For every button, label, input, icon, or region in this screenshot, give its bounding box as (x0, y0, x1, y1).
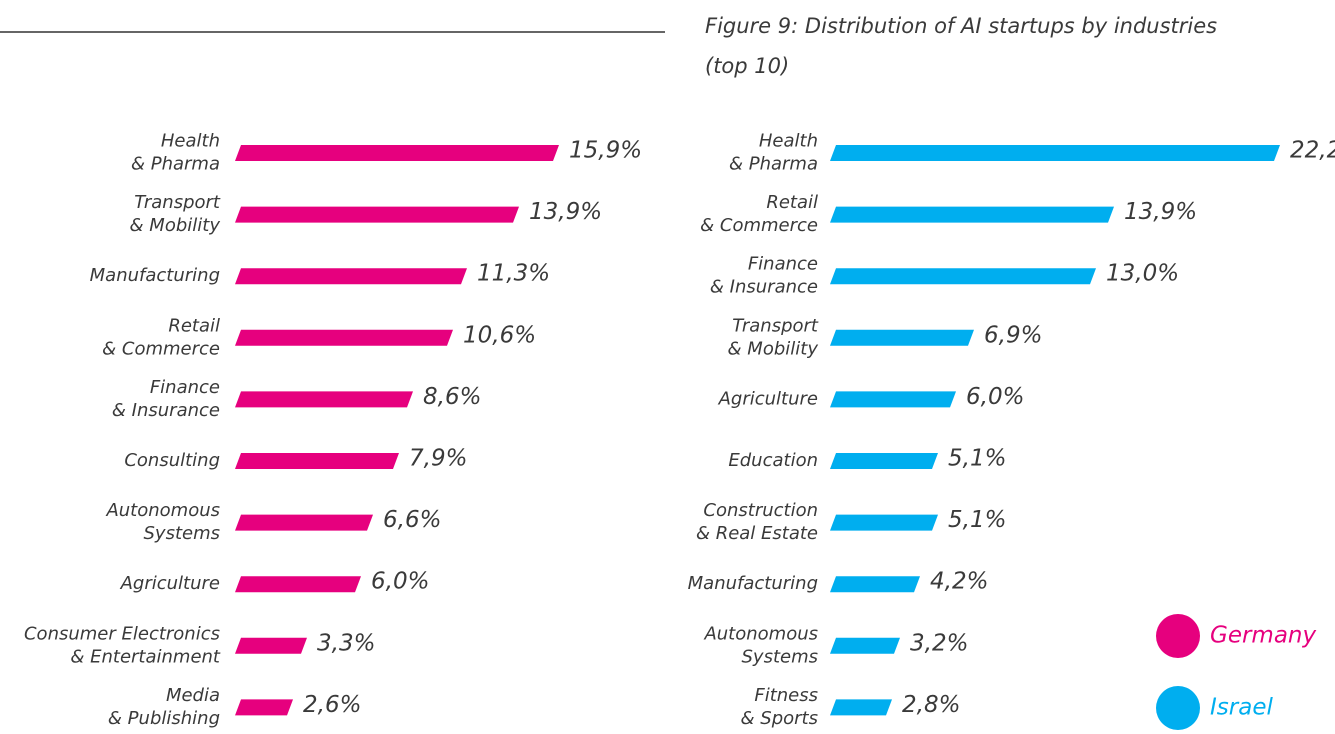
category-label: Retail & Commerce (102, 315, 220, 359)
category-label: Media & Publishing (108, 685, 220, 729)
bar (830, 145, 1280, 161)
value-label: 6,6% (383, 507, 441, 533)
chart-title: Figure 9: Distribution of AI startups by… (705, 14, 1218, 78)
category-label: Health & Pharma (729, 131, 818, 175)
value-label: 3,2% (910, 630, 968, 656)
category-label: Manufacturing (688, 573, 818, 594)
legend-swatch (1156, 614, 1200, 658)
value-label: 2,6% (303, 692, 361, 718)
bar (235, 329, 453, 346)
value-label: 2,8% (902, 692, 960, 718)
value-label: 6,0% (371, 569, 429, 595)
bar (235, 699, 293, 716)
value-label: 13,0% (1106, 261, 1179, 287)
value-label: 13,9% (1124, 199, 1197, 225)
category-label: Transport & Mobility (130, 192, 221, 236)
legend-swatch (1156, 686, 1200, 730)
bar (235, 514, 373, 531)
bar (235, 268, 467, 285)
value-label: 11,3% (477, 261, 550, 287)
value-label: 5,1% (948, 446, 1006, 472)
value-label: 7,9% (409, 446, 467, 472)
value-label: 4,2% (930, 569, 988, 595)
value-label: 6,0% (966, 384, 1024, 410)
bar (235, 391, 413, 408)
category-label: Education (728, 450, 818, 471)
value-label: 22,2% (1290, 138, 1335, 164)
value-label: 15,9% (569, 138, 642, 164)
bar (830, 699, 892, 716)
category-label: Manufacturing (90, 265, 220, 286)
category-label: Agriculture (718, 388, 818, 409)
bar (830, 514, 938, 531)
category-label: Consulting (124, 450, 220, 471)
value-label: 5,1% (948, 507, 1006, 533)
bar (235, 637, 307, 654)
category-label: Finance & Insurance (112, 377, 220, 421)
bar (830, 391, 956, 408)
bar (235, 206, 519, 223)
bar (235, 453, 399, 469)
legend-label: Israel (1210, 695, 1273, 721)
category-label: Autonomous Systems (703, 623, 818, 667)
value-label: 8,6% (423, 384, 481, 410)
value-label: 10,6% (463, 322, 536, 348)
bar (830, 576, 920, 593)
category-label: Health & Pharma (131, 131, 220, 175)
category-label: Consumer Electronics & Entertainment (24, 623, 221, 667)
bar (830, 206, 1114, 223)
bar (235, 145, 559, 161)
category-label: Autonomous Systems (105, 500, 220, 544)
value-label: 13,9% (529, 199, 602, 225)
legend-label: Germany (1210, 623, 1317, 649)
bar (235, 576, 361, 593)
category-label: Transport & Mobility (728, 315, 819, 359)
category-label: Construction & Real Estate (696, 500, 818, 544)
category-label: Finance & Insurance (710, 254, 818, 298)
bar (830, 329, 974, 346)
category-label: Fitness & Sports (741, 685, 818, 729)
bar (830, 453, 938, 469)
category-label: Agriculture (120, 573, 220, 594)
category-label: Retail & Commerce (700, 192, 818, 236)
value-label: 6,9% (984, 322, 1042, 348)
bar (830, 637, 900, 654)
bar (830, 268, 1096, 285)
value-label: 3,3% (317, 630, 375, 656)
